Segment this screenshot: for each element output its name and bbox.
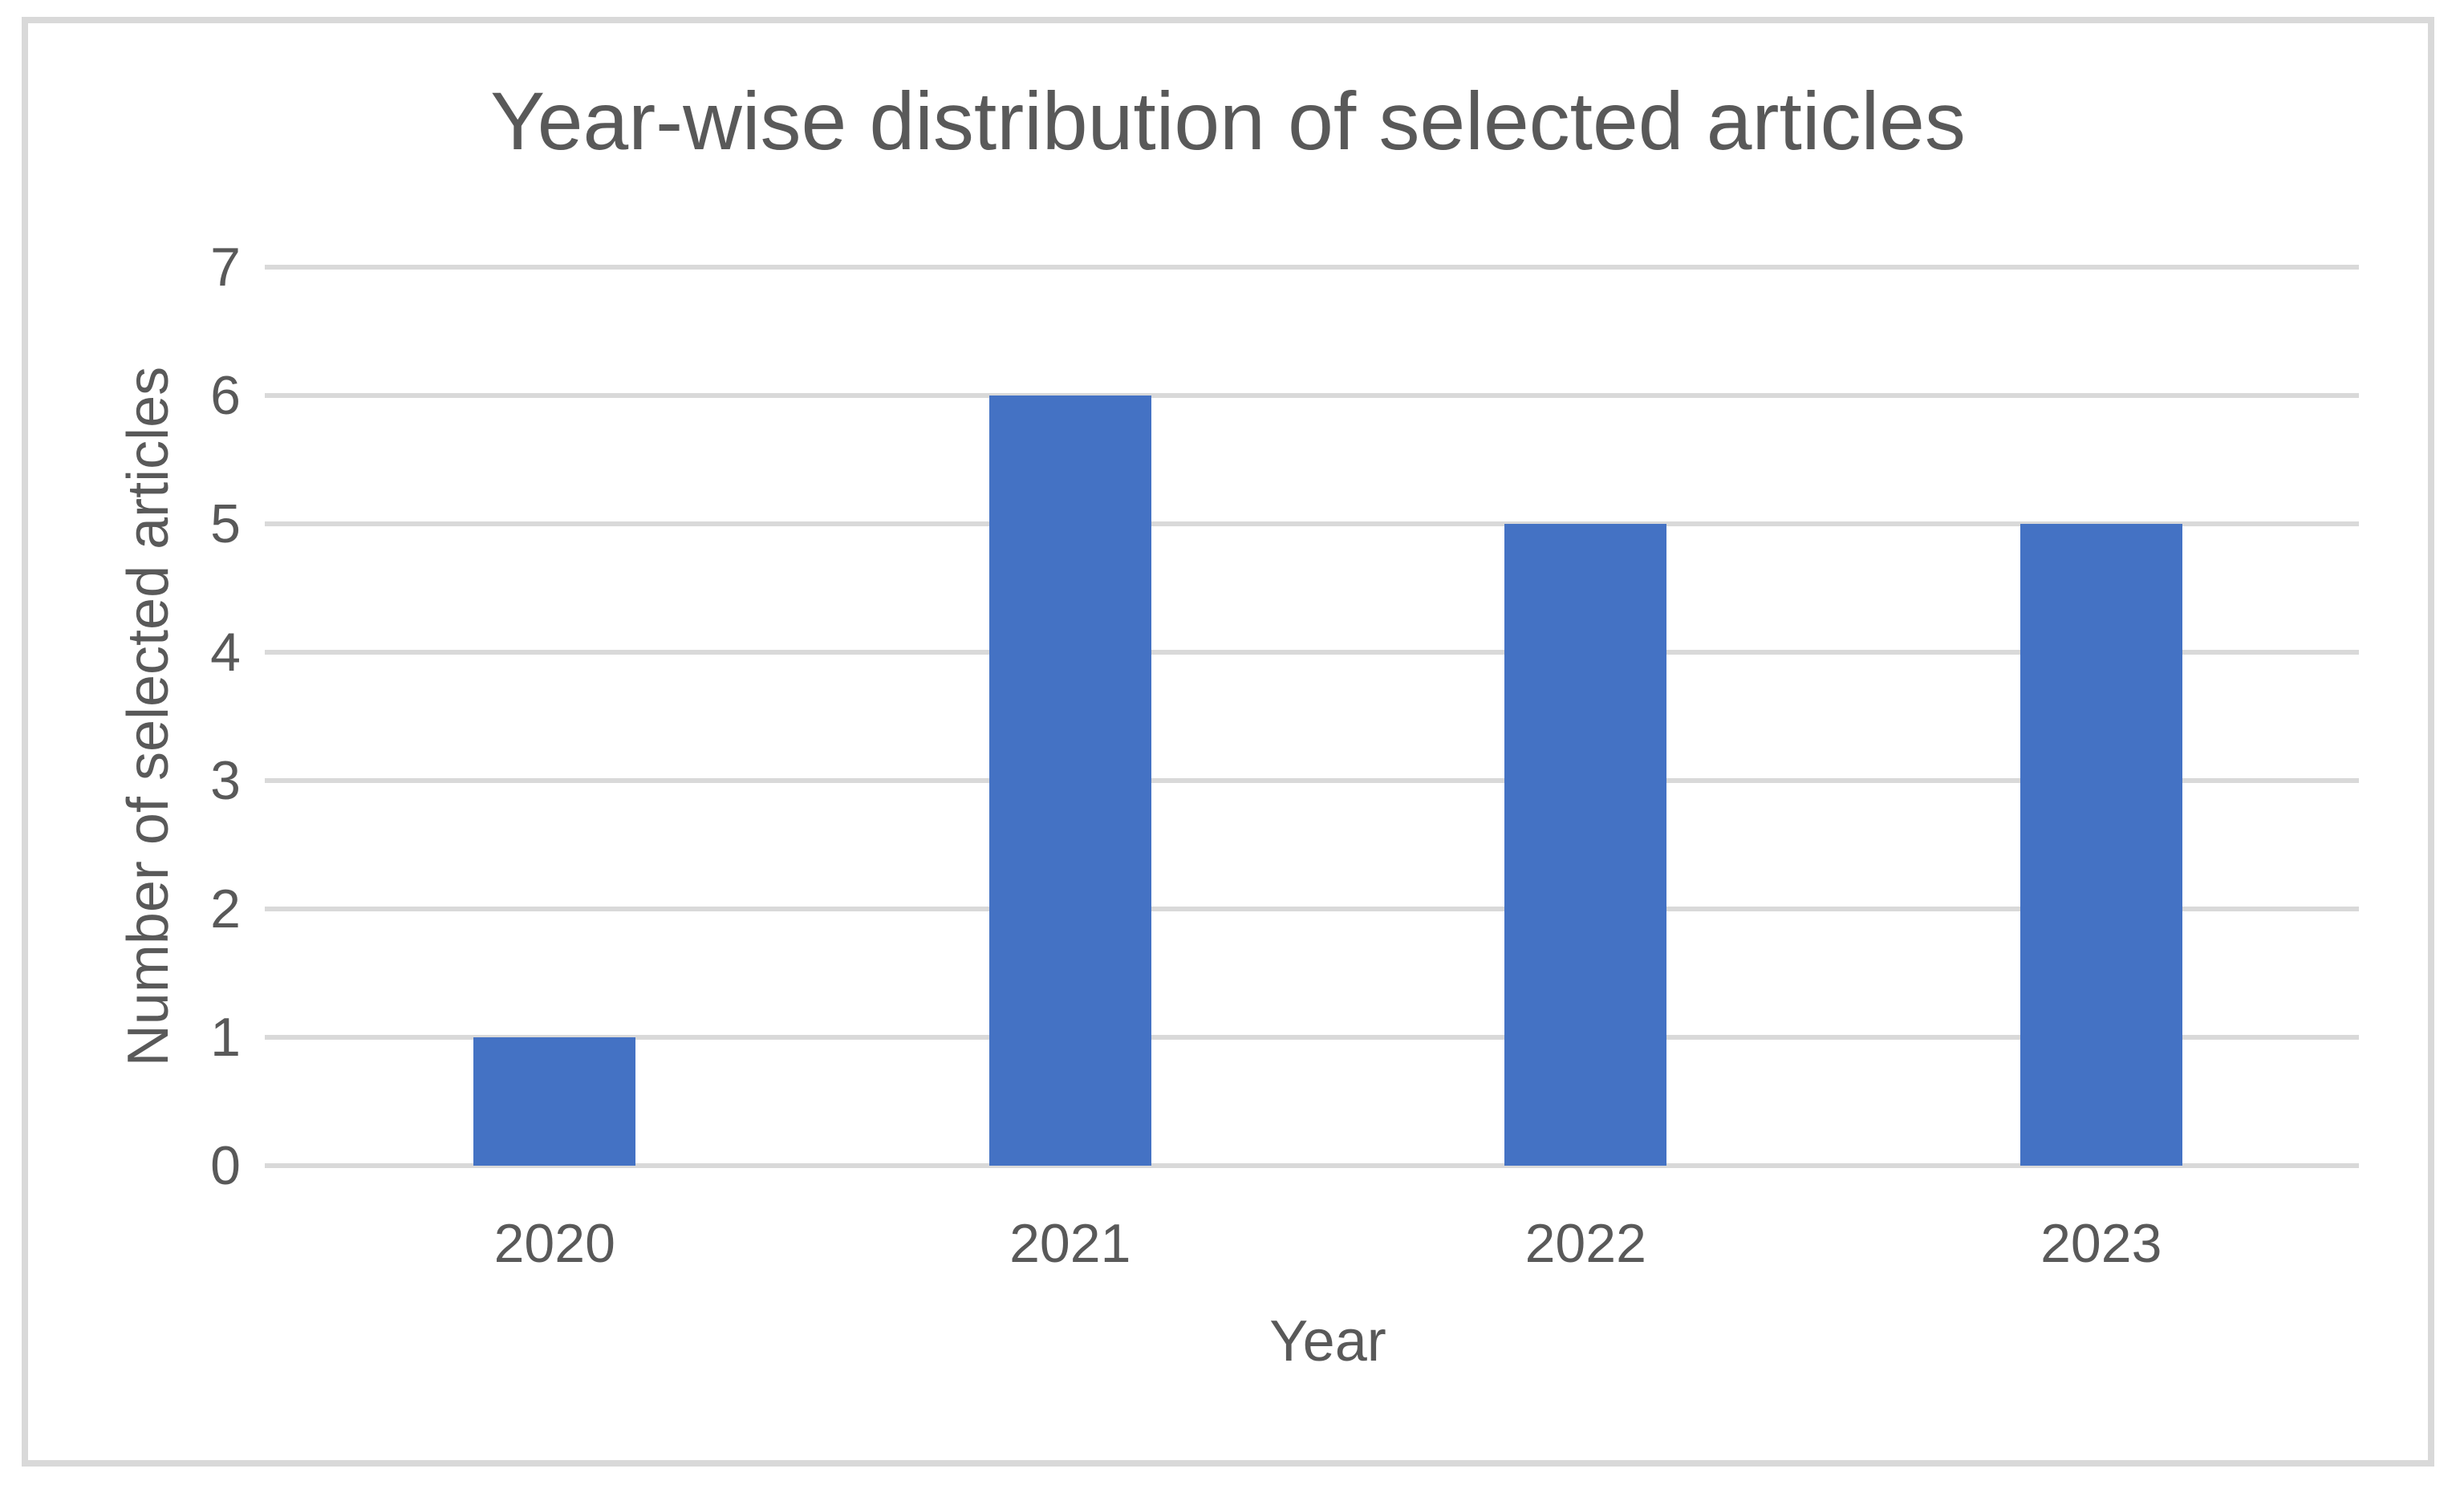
y-tick-label-5: 5 [210, 493, 241, 554]
gridline-y-3 [265, 777, 2359, 783]
bar-2023 [2020, 524, 2182, 1166]
y-tick-label-4: 4 [210, 622, 241, 683]
y-tick-label-7: 7 [210, 237, 241, 298]
bars-layer [297, 267, 2359, 1166]
gridline-y-6 [265, 392, 2359, 398]
bar-2021 [988, 396, 1151, 1166]
x-tick-labels: 2020 2021 2022 2023 [297, 1216, 2359, 1271]
x-tick-label-2022: 2022 [1524, 1213, 1646, 1274]
gridline-y-2 [265, 907, 2359, 911]
gridline-y-1 [265, 1035, 2359, 1040]
x-axis-title: Year [1269, 1309, 1386, 1373]
y-tick-label-3: 3 [210, 750, 241, 811]
bar-slot-2023 [1844, 267, 2360, 1166]
y-tick-labels: 0 1 2 3 4 5 6 7 [0, 240, 241, 1193]
bar-slot-2020 [297, 267, 813, 1166]
x-tick-label-2021: 2021 [1009, 1213, 1131, 1274]
gridline-y-4 [265, 650, 2359, 655]
bar-2020 [473, 1037, 636, 1166]
chart-title: Year-wise distribution of selected artic… [490, 75, 1966, 167]
x-tick-label-2020: 2020 [493, 1213, 615, 1274]
bar-slot-2021 [813, 267, 1329, 1166]
y-tick-label-1: 1 [210, 1007, 241, 1068]
bar-slot-2022 [1328, 267, 1844, 1166]
gridline-y-5 [265, 521, 2359, 526]
bar-2022 [1504, 524, 1667, 1166]
y-tick-label-0: 0 [210, 1135, 241, 1196]
plot-area [265, 265, 2359, 1168]
x-tick-label-2023: 2023 [2040, 1213, 2162, 1274]
y-tick-label-2: 2 [210, 878, 241, 939]
gridline-y-7 [265, 265, 2359, 270]
y-tick-label-6: 6 [210, 365, 241, 426]
gridline-y-0 [265, 1163, 2359, 1168]
